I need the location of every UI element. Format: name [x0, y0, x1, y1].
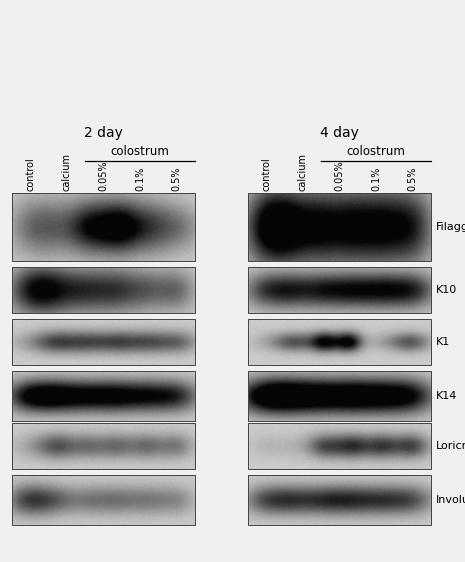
Text: colostrum: colostrum: [111, 145, 170, 158]
Text: K14: K14: [436, 391, 458, 401]
Text: 0.05%: 0.05%: [334, 160, 345, 191]
Text: K10: K10: [436, 285, 457, 295]
Bar: [12, 423, 195, 469]
Text: calcium: calcium: [298, 153, 308, 191]
Bar: [248, 267, 431, 313]
Text: control: control: [25, 157, 35, 191]
Text: Involucrin: Involucrin: [436, 495, 465, 505]
Bar: [12, 371, 195, 421]
Bar: [248, 193, 431, 261]
Text: Filaggrin: Filaggrin: [436, 222, 465, 232]
Bar: [248, 423, 431, 469]
Text: colostrum: colostrum: [347, 145, 405, 158]
Text: 0.5%: 0.5%: [172, 166, 182, 191]
Text: 0.5%: 0.5%: [408, 166, 418, 191]
Bar: [12, 193, 195, 261]
Bar: [248, 371, 431, 421]
Text: 0.05%: 0.05%: [99, 160, 108, 191]
Bar: [248, 475, 431, 525]
Bar: [12, 319, 195, 365]
Text: 2 day: 2 day: [84, 126, 123, 140]
Text: control: control: [261, 157, 271, 191]
Text: 0.1%: 0.1%: [135, 166, 145, 191]
Text: calcium: calcium: [62, 153, 72, 191]
Bar: [248, 319, 431, 365]
Bar: [12, 475, 195, 525]
Text: Loricrin: Loricrin: [436, 441, 465, 451]
Text: K1: K1: [436, 337, 450, 347]
Text: 4 day: 4 day: [320, 126, 359, 140]
Bar: [12, 267, 195, 313]
Text: 0.1%: 0.1%: [371, 166, 381, 191]
